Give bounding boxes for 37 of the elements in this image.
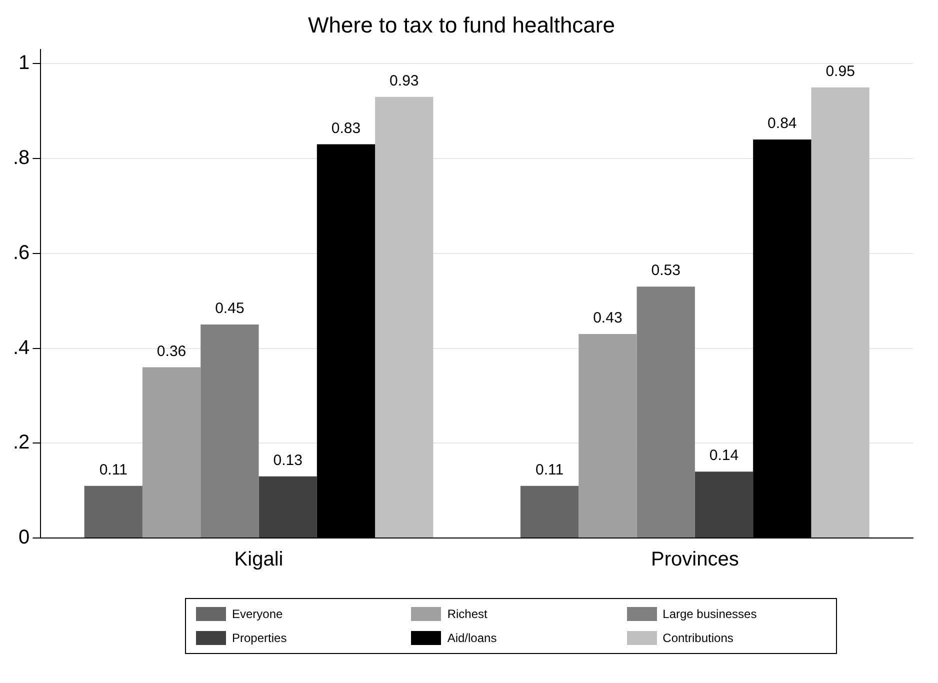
- data-label: 0.11: [99, 461, 128, 478]
- y-tick-label: .8: [12, 147, 30, 170]
- legend-label: Large businesses: [662, 607, 757, 621]
- bar: [258, 476, 317, 538]
- data-label: 0.45: [215, 300, 244, 318]
- bar: [578, 334, 637, 538]
- data-label: 0.13: [273, 452, 302, 469]
- data-label: 0.53: [651, 262, 680, 280]
- data-label: 0.84: [768, 115, 797, 132]
- data-label: 0.93: [390, 72, 419, 90]
- data-label: 0.14: [709, 447, 739, 464]
- bar: [200, 324, 259, 538]
- x-tick-label: Kigali: [234, 548, 284, 571]
- legend-label: Richest: [447, 607, 488, 621]
- legend-label: Properties: [232, 631, 287, 645]
- y-tick-label: .6: [12, 242, 30, 264]
- data-label: 0.43: [593, 310, 622, 327]
- bar: [142, 367, 201, 538]
- bar: [375, 96, 434, 538]
- y-tick-label: 0: [18, 526, 30, 549]
- y-tick-label: .4: [12, 336, 30, 359]
- data-label: 0.11: [535, 461, 564, 478]
- data-label: 0.95: [826, 62, 855, 80]
- legend-label: Aid/loans: [447, 631, 497, 645]
- bar: [694, 472, 754, 538]
- data-label: 0.83: [331, 120, 361, 137]
- legend-label: Contributions: [662, 631, 734, 645]
- y-tick-label: .2: [12, 432, 30, 454]
- y-tick-label: 1: [18, 52, 30, 74]
- bar: [636, 286, 695, 538]
- x-tick-label: Provinces: [651, 548, 739, 571]
- bar: [520, 486, 579, 538]
- bar: [811, 87, 870, 538]
- data-label: 0.36: [156, 342, 186, 360]
- bar: [84, 486, 142, 538]
- legend-label: Everyone: [232, 607, 283, 621]
- chart-title: Where to tax to fund healthcare: [308, 12, 615, 38]
